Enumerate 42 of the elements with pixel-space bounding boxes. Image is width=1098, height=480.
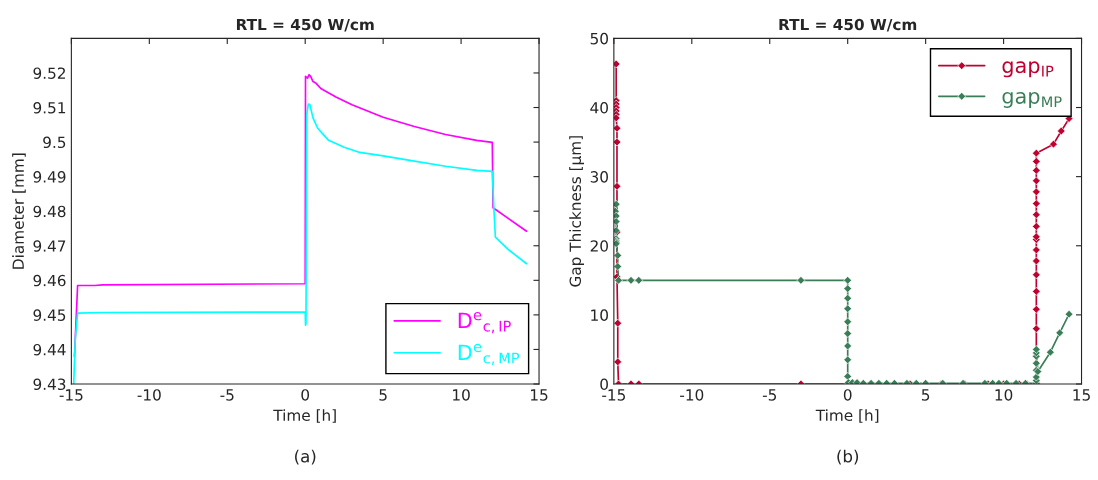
y-axis-title: Gap Thickness [μm] bbox=[569, 136, 585, 287]
y-tick-label: 9.48 bbox=[33, 205, 66, 218]
y-tick-label: 9.46 bbox=[33, 274, 66, 287]
y-tick-label: 9.45 bbox=[33, 309, 66, 321]
x-tick-label: -10 bbox=[680, 389, 704, 401]
y-tick-label: 9.44 bbox=[33, 343, 66, 356]
x-tick-label: 15 bbox=[530, 389, 548, 401]
x-tick-label: 10 bbox=[453, 389, 470, 401]
x-tick-label: 5 bbox=[921, 389, 930, 401]
text: (a) bbox=[295, 449, 316, 465]
y-tick-label: 50 bbox=[590, 32, 608, 45]
x-tick-label: 10 bbox=[995, 389, 1013, 401]
y-tick-label: 10 bbox=[591, 309, 608, 321]
y-tick-label: 9.52 bbox=[33, 67, 65, 79]
x-axis-title: Time [h] bbox=[273, 409, 336, 423]
chart-title: RTL = 450 W/cm bbox=[236, 18, 374, 32]
chart-title: RTL = 450 W/cm bbox=[779, 18, 917, 32]
y-axis-title: Diameter [mm] bbox=[12, 153, 26, 269]
text: (b) bbox=[837, 449, 859, 465]
x-tick-label: 15 bbox=[1073, 389, 1090, 401]
y-tick-label: 9.49 bbox=[33, 171, 66, 183]
x-tick-label: -15 bbox=[59, 389, 83, 401]
legend-label: D$^{e}$$_{c,MP}$ bbox=[458, 343, 520, 366]
y-tick-label: 9.43 bbox=[33, 378, 66, 391]
y-tick-label: 20 bbox=[590, 240, 608, 252]
legend-label: D$^{e}$$_{c,IP}$ bbox=[458, 311, 511, 334]
x-tick-label: -15 bbox=[602, 389, 626, 401]
y-tick-label: 40 bbox=[590, 101, 608, 114]
y-tick-label: 9.51 bbox=[33, 101, 66, 114]
x-tick-label: -10 bbox=[137, 389, 161, 401]
legend-label: gap$_{MP}$ bbox=[1002, 91, 1062, 108]
y-tick-label: 9.47 bbox=[33, 240, 66, 252]
x-tick-label: 5 bbox=[379, 389, 387, 401]
y-tick-label: 30 bbox=[590, 171, 608, 183]
legend-label: gap$_{IP}$ bbox=[1002, 61, 1054, 78]
x-tick-label: -5 bbox=[762, 389, 777, 401]
y-tick-label: 9.5 bbox=[43, 136, 66, 149]
x-axis-title: Time [h] bbox=[815, 409, 879, 423]
x-tick-label: -5 bbox=[220, 389, 234, 401]
x-tick-label: 0 bbox=[301, 389, 310, 401]
x-tick-label: 0 bbox=[843, 389, 852, 401]
y-tick-label: 0 bbox=[600, 378, 608, 391]
